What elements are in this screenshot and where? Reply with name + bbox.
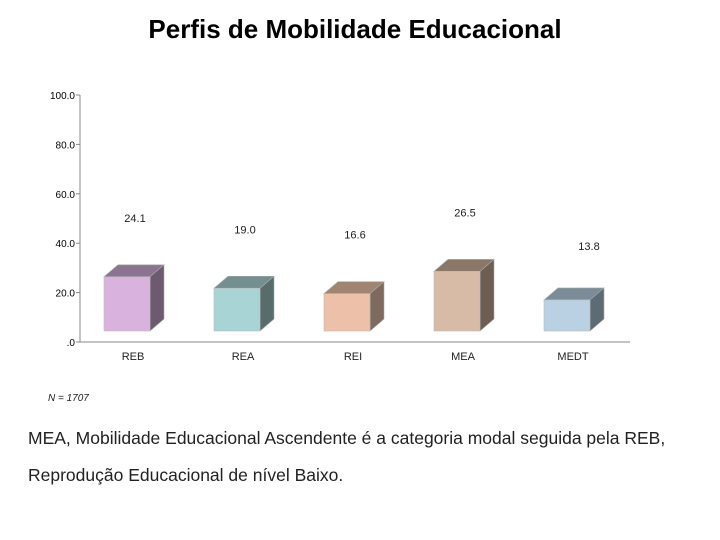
data-label: 24.1: [124, 213, 145, 225]
x-tick-label: REB: [122, 351, 145, 363]
bar-side-face: [479, 258, 495, 332]
data-label: 13.8: [578, 241, 599, 253]
bar-reb: [103, 264, 165, 332]
bar-front-face: [543, 299, 591, 332]
y-tick-label: 40.0: [56, 239, 76, 250]
data-label: 19.0: [234, 224, 255, 236]
bar-chart: .0 20.0 40.0 60.0 80.0 100.0 24.1 REB 19.0 REA 16…: [50, 91, 630, 363]
bar-front-face: [103, 276, 151, 332]
bar-front-face: [433, 271, 481, 332]
x-tick-label: MEDT: [557, 351, 588, 363]
data-label: 16.6: [344, 230, 365, 242]
bar-medt: [543, 287, 605, 332]
x-tick-label: REI: [344, 351, 362, 363]
caption-text: MEA, Mobilidade Educacional Ascendente é…: [28, 428, 666, 485]
bar-rei: [323, 280, 385, 332]
bar-rea: [213, 275, 275, 332]
chart-labels: 24.1 REB 19.0 REA 16.6 REI 26.5 MEA 13.8 MEDT: [122, 207, 600, 363]
data-label: 26.5: [454, 207, 475, 219]
bar-side-face: [149, 264, 165, 332]
sample-size-note: N = 1707: [48, 393, 89, 404]
bar-front-face: [213, 287, 261, 332]
x-tick-label: REA: [232, 351, 255, 363]
chart-bars: [103, 258, 605, 332]
y-tick-label: 100.0: [50, 91, 75, 102]
x-tick-label: MEA: [451, 351, 476, 363]
bar-front-face: [323, 293, 371, 332]
y-tick-label: .0: [67, 338, 76, 349]
y-tick-label: 20.0: [56, 289, 76, 300]
chart-axes: .0 20.0 40.0 60.0 80.0 100.0: [50, 91, 630, 349]
y-tick-label: 60.0: [56, 190, 76, 201]
y-tick-label: 80.0: [56, 140, 76, 151]
chart-title: Perfis de Mobilidade Educacional: [148, 14, 562, 44]
bar-mea: [433, 258, 495, 332]
